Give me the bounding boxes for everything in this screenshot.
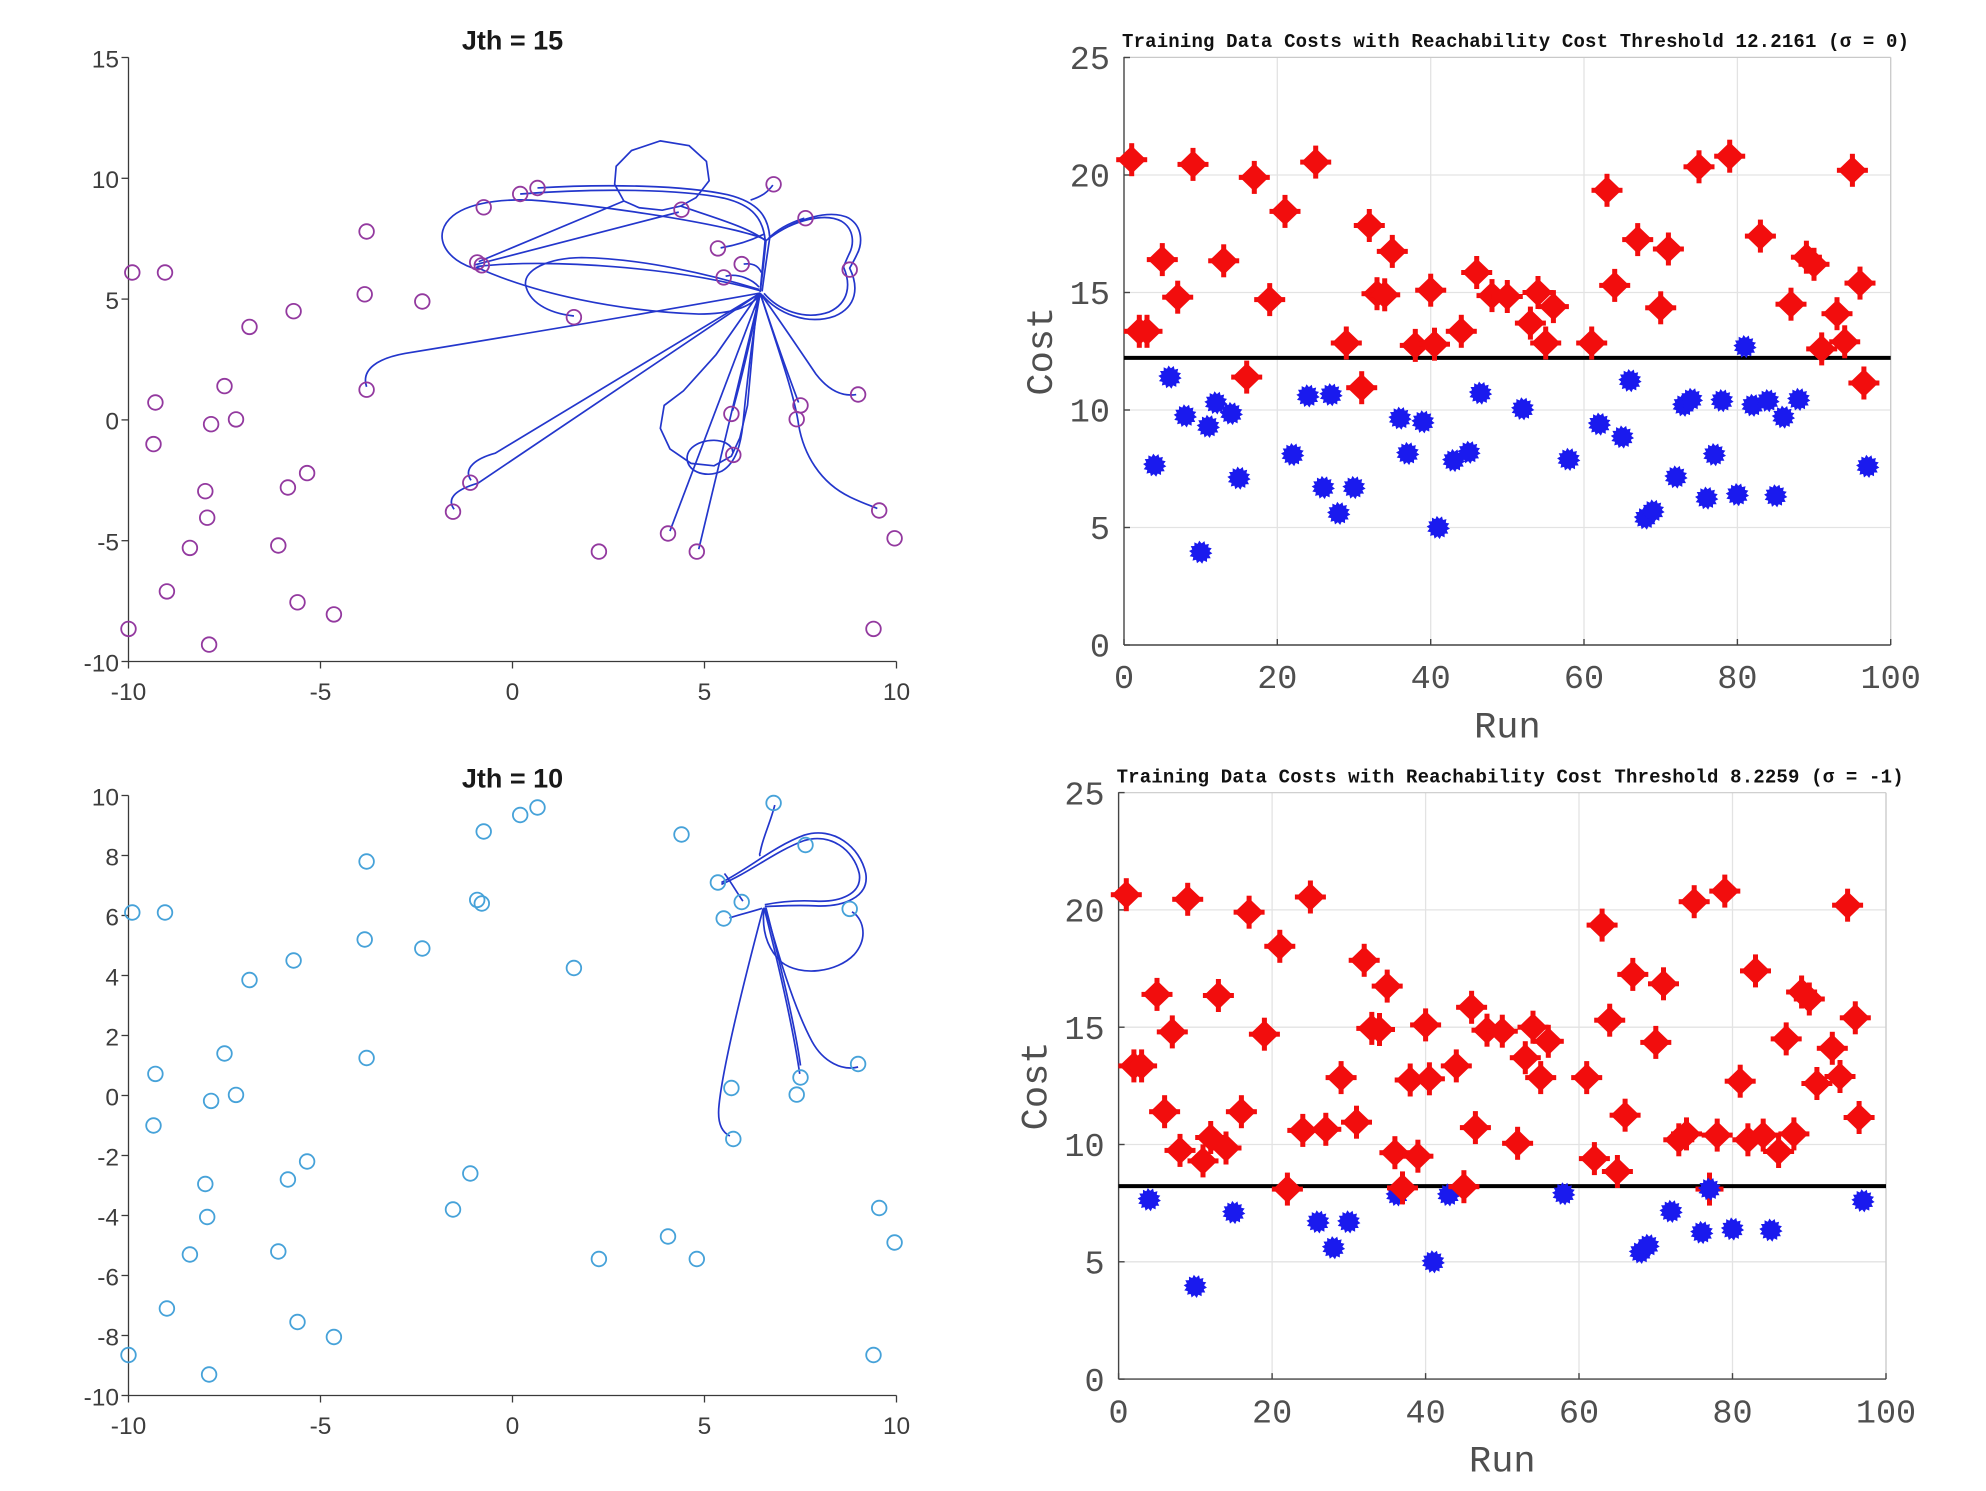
- svg-text:-10: -10: [84, 1384, 119, 1411]
- svg-text:4: 4: [105, 964, 119, 991]
- svg-text:-5: -5: [310, 679, 332, 706]
- svg-text:5: 5: [1084, 1247, 1104, 1285]
- svg-text:40: 40: [1411, 661, 1451, 699]
- svg-text:25: 25: [1064, 777, 1104, 815]
- svg-text:40: 40: [1405, 1395, 1445, 1433]
- svg-text:20: 20: [1252, 1395, 1292, 1433]
- svg-text:0: 0: [105, 1084, 119, 1111]
- svg-text:5: 5: [698, 1413, 712, 1440]
- svg-text:Training Data Costs with Reach: Training Data Costs with Reachability Co…: [1122, 31, 1909, 53]
- svg-text:Cost: Cost: [1017, 1041, 1059, 1130]
- svg-text:100: 100: [1861, 661, 1921, 699]
- svg-text:2: 2: [105, 1024, 119, 1051]
- svg-text:0: 0: [506, 679, 520, 706]
- svg-text:-2: -2: [97, 1144, 119, 1171]
- svg-text:5: 5: [1090, 512, 1110, 550]
- svg-text:15: 15: [1064, 1012, 1104, 1050]
- svg-text:60: 60: [1564, 661, 1604, 699]
- svg-text:-6: -6: [97, 1264, 119, 1291]
- svg-text:5: 5: [105, 288, 119, 315]
- svg-text:-5: -5: [97, 530, 119, 557]
- svg-text:Jth = 10: Jth = 10: [462, 764, 563, 794]
- svg-text:80: 80: [1717, 661, 1757, 699]
- svg-text:Cost: Cost: [1022, 307, 1064, 396]
- svg-text:25: 25: [1070, 42, 1110, 80]
- svg-text:Run: Run: [1469, 1442, 1536, 1484]
- svg-text:-8: -8: [97, 1324, 119, 1351]
- svg-text:8: 8: [105, 844, 119, 871]
- svg-text:5: 5: [698, 679, 712, 706]
- svg-text:-10: -10: [84, 650, 119, 677]
- svg-text:6: 6: [105, 904, 119, 931]
- svg-text:-5: -5: [310, 1413, 332, 1440]
- svg-text:0: 0: [105, 409, 119, 436]
- svg-text:-4: -4: [97, 1204, 119, 1231]
- svg-text:0: 0: [1090, 630, 1110, 668]
- svg-text:10: 10: [1064, 1129, 1104, 1167]
- svg-text:Run: Run: [1474, 708, 1541, 750]
- svg-text:Jth = 15: Jth = 15: [462, 26, 563, 56]
- svg-text:10: 10: [883, 679, 910, 706]
- svg-text:15: 15: [1070, 277, 1110, 315]
- svg-text:100: 100: [1856, 1395, 1916, 1433]
- svg-text:10: 10: [1070, 395, 1110, 433]
- svg-text:0: 0: [1084, 1364, 1104, 1402]
- svg-text:10: 10: [883, 1413, 910, 1440]
- svg-text:0: 0: [1114, 661, 1134, 699]
- svg-text:60: 60: [1559, 1395, 1599, 1433]
- svg-text:80: 80: [1712, 1395, 1752, 1433]
- svg-text:10: 10: [92, 167, 119, 194]
- svg-text:-10: -10: [111, 679, 146, 706]
- svg-text:20: 20: [1070, 160, 1110, 198]
- svg-text:0: 0: [1109, 1395, 1129, 1433]
- svg-text:10: 10: [92, 784, 119, 811]
- svg-text:0: 0: [506, 1413, 520, 1440]
- svg-text:15: 15: [92, 46, 119, 73]
- svg-text:20: 20: [1257, 661, 1297, 699]
- svg-text:20: 20: [1064, 895, 1104, 933]
- svg-text:-10: -10: [111, 1413, 146, 1440]
- svg-text:Training Data Costs with Reach: Training Data Costs with Reachability Co…: [1117, 766, 1904, 788]
